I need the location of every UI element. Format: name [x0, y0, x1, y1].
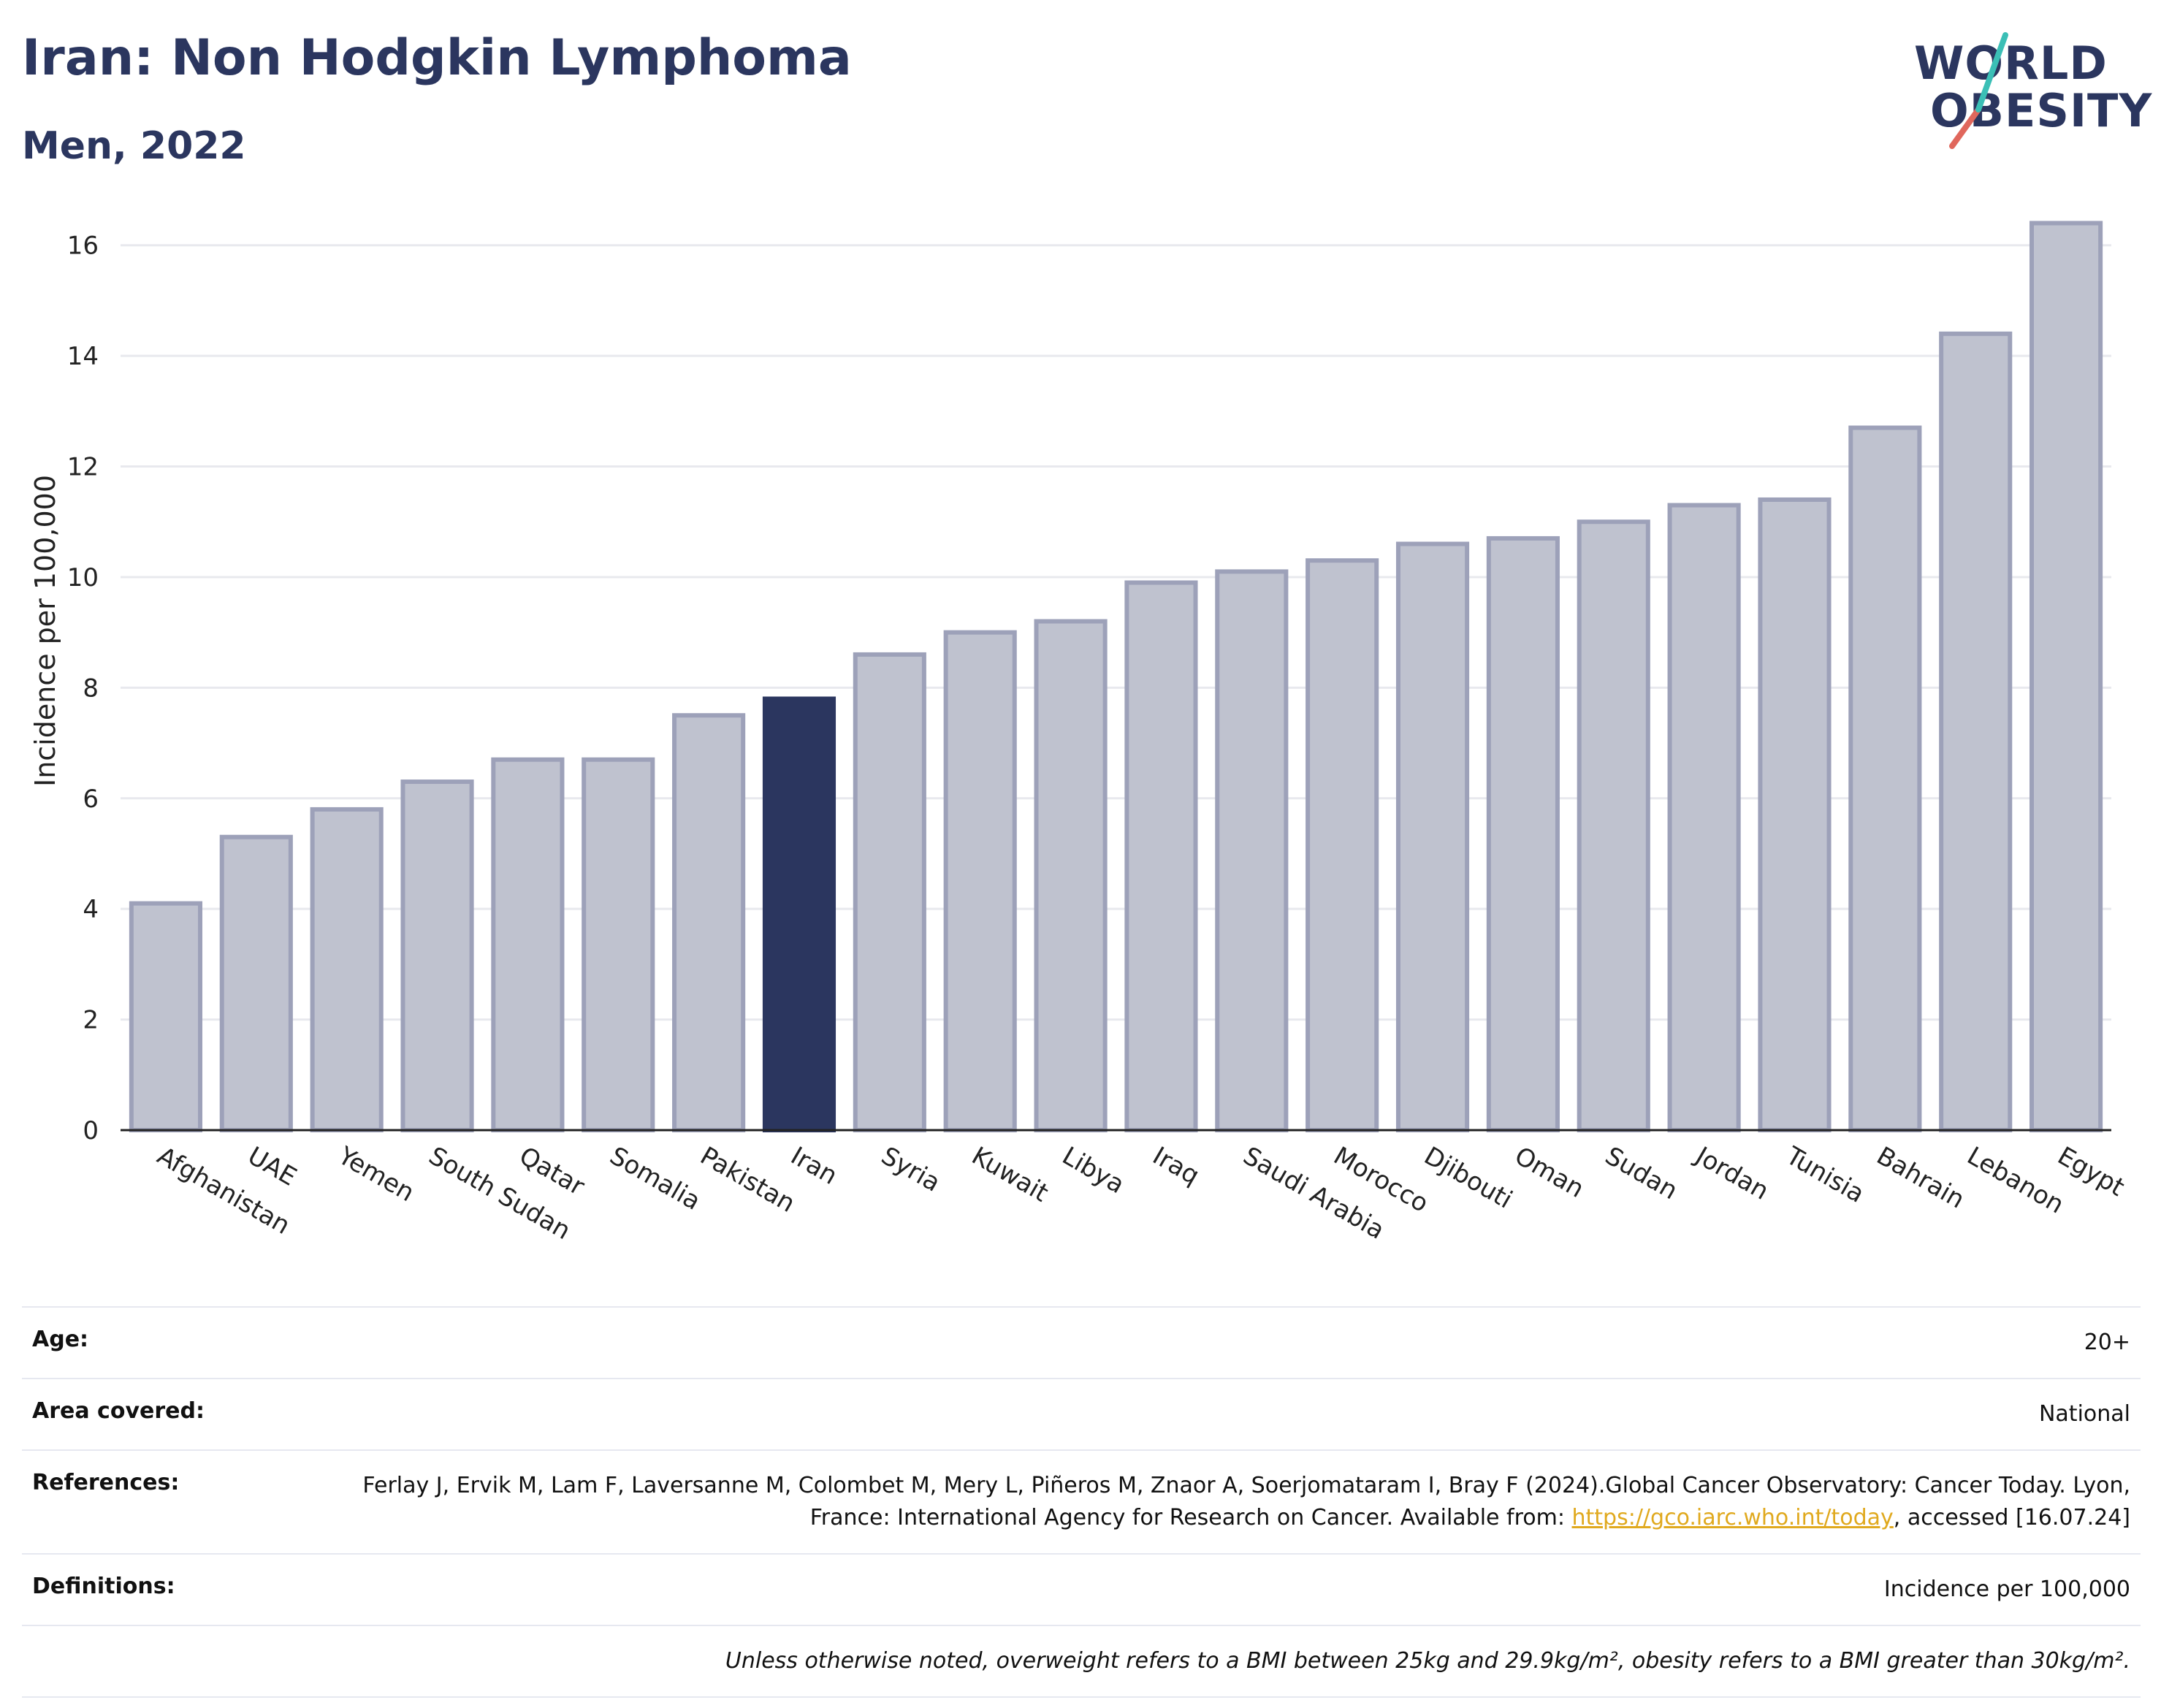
y-tick-label: 2: [83, 1006, 99, 1035]
x-tick-label: Jordan: [1689, 1140, 1773, 1206]
age-value: 20+: [2084, 1330, 2130, 1355]
y-tick-label: 6: [83, 785, 99, 814]
bar-tunisia: [1758, 497, 1832, 1132]
info-row-age: Age: 20+: [22, 1306, 2141, 1378]
x-tick-label: Somalia: [605, 1141, 706, 1216]
bar-saudi-arabia: [1215, 569, 1289, 1132]
bar-morocco: [1306, 558, 1379, 1132]
bar-iran: [762, 696, 836, 1132]
x-tick-label: UAE: [243, 1141, 301, 1192]
y-tick-label: 10: [67, 563, 99, 592]
x-tick-label: Tunisia: [1780, 1141, 1869, 1209]
age-label: Age:: [32, 1327, 89, 1352]
references-link[interactable]: https://gco.iarc.who.int/today: [1571, 1505, 1894, 1530]
info-table: Age: 20+ Area covered: National Referenc…: [22, 1306, 2141, 1698]
references-label: References:: [32, 1470, 180, 1495]
info-row-note: Unless otherwise noted, overweight refer…: [22, 1625, 2141, 1698]
logo-slash-icon: [1949, 32, 2008, 149]
bar-bahrain: [1848, 425, 1922, 1133]
bar-libya: [1034, 619, 1108, 1132]
bar-pakistan: [672, 713, 746, 1132]
references-value: Ferlay J, Ervik M, Lam F, Laversanne M, …: [304, 1470, 2130, 1534]
bars: [129, 221, 2103, 1133]
bar-qatar: [491, 757, 565, 1132]
definitions-label: Definitions:: [32, 1574, 175, 1599]
x-tick-label: Lebanon: [1962, 1141, 2069, 1219]
references-text: Ferlay J, Ervik M, Lam F, Laversanne M, …: [362, 1473, 2130, 1530]
x-tick-label: Pakistan: [695, 1141, 800, 1219]
bar-uae: [219, 834, 293, 1133]
chart-title: Iran: Non Hodgkin Lymphoma: [22, 29, 852, 87]
y-tick-label: 16: [67, 232, 99, 261]
x-tick-label: Oman: [1509, 1141, 1589, 1204]
area-value: National: [2038, 1401, 2130, 1427]
world-obesity-logo: WORLD OBESITY: [1899, 29, 2152, 161]
x-tick-label: Iraq: [1148, 1141, 1205, 1191]
x-tick-label: Iran: [785, 1141, 842, 1191]
x-tick-label: Kuwait: [967, 1141, 1053, 1208]
x-tick-label: Syria: [876, 1141, 945, 1198]
bar-oman: [1486, 535, 1560, 1132]
bar-south-sudan: [400, 779, 474, 1132]
y-tick-label: 8: [83, 674, 99, 703]
bar-somalia: [582, 757, 655, 1132]
y-axis-title: Incidence per 100,000: [29, 475, 61, 787]
bar-iraq: [1124, 580, 1198, 1132]
bar-egypt: [2029, 221, 2103, 1132]
bar-sudan: [1577, 519, 1650, 1132]
info-row-definitions: Definitions: Incidence per 100,000: [22, 1553, 2141, 1625]
logo-word-1: WORLD: [1914, 37, 2108, 90]
bar-yemen: [310, 807, 384, 1132]
area-label: Area covered:: [32, 1398, 205, 1424]
x-tick-label: Bahrain: [1872, 1141, 1970, 1214]
y-tick-label: 0: [83, 1116, 99, 1145]
bar-djibouti: [1395, 541, 1470, 1132]
bar-kuwait: [943, 630, 1017, 1132]
x-tick-label: Djibouti: [1419, 1141, 1517, 1215]
bar-jordan: [1667, 503, 1741, 1132]
chart-subtitle: Men, 2022: [22, 124, 246, 168]
y-tick-label: 14: [67, 342, 99, 371]
x-tick-label: Sudan: [1600, 1141, 1682, 1205]
info-row-references: References: Ferlay J, Ervik M, Lam F, La…: [22, 1449, 2141, 1553]
y-tick-label: 12: [67, 453, 99, 482]
x-tick-label: Libya: [1057, 1141, 1129, 1200]
references-accessed: , accessed [16.07.24]: [1893, 1505, 2130, 1530]
bar-lebanon: [1939, 331, 2013, 1132]
info-row-area: Area covered: National: [22, 1378, 2141, 1449]
bar-afghanistan: [129, 901, 202, 1132]
bmi-note: Unless otherwise noted, overweight refer…: [725, 1648, 2130, 1674]
definitions-value: Incidence per 100,000: [1883, 1577, 2130, 1602]
y-tick-label: 4: [83, 895, 99, 924]
x-tick-label: Yemen: [332, 1141, 419, 1208]
bar-syria: [853, 652, 926, 1132]
